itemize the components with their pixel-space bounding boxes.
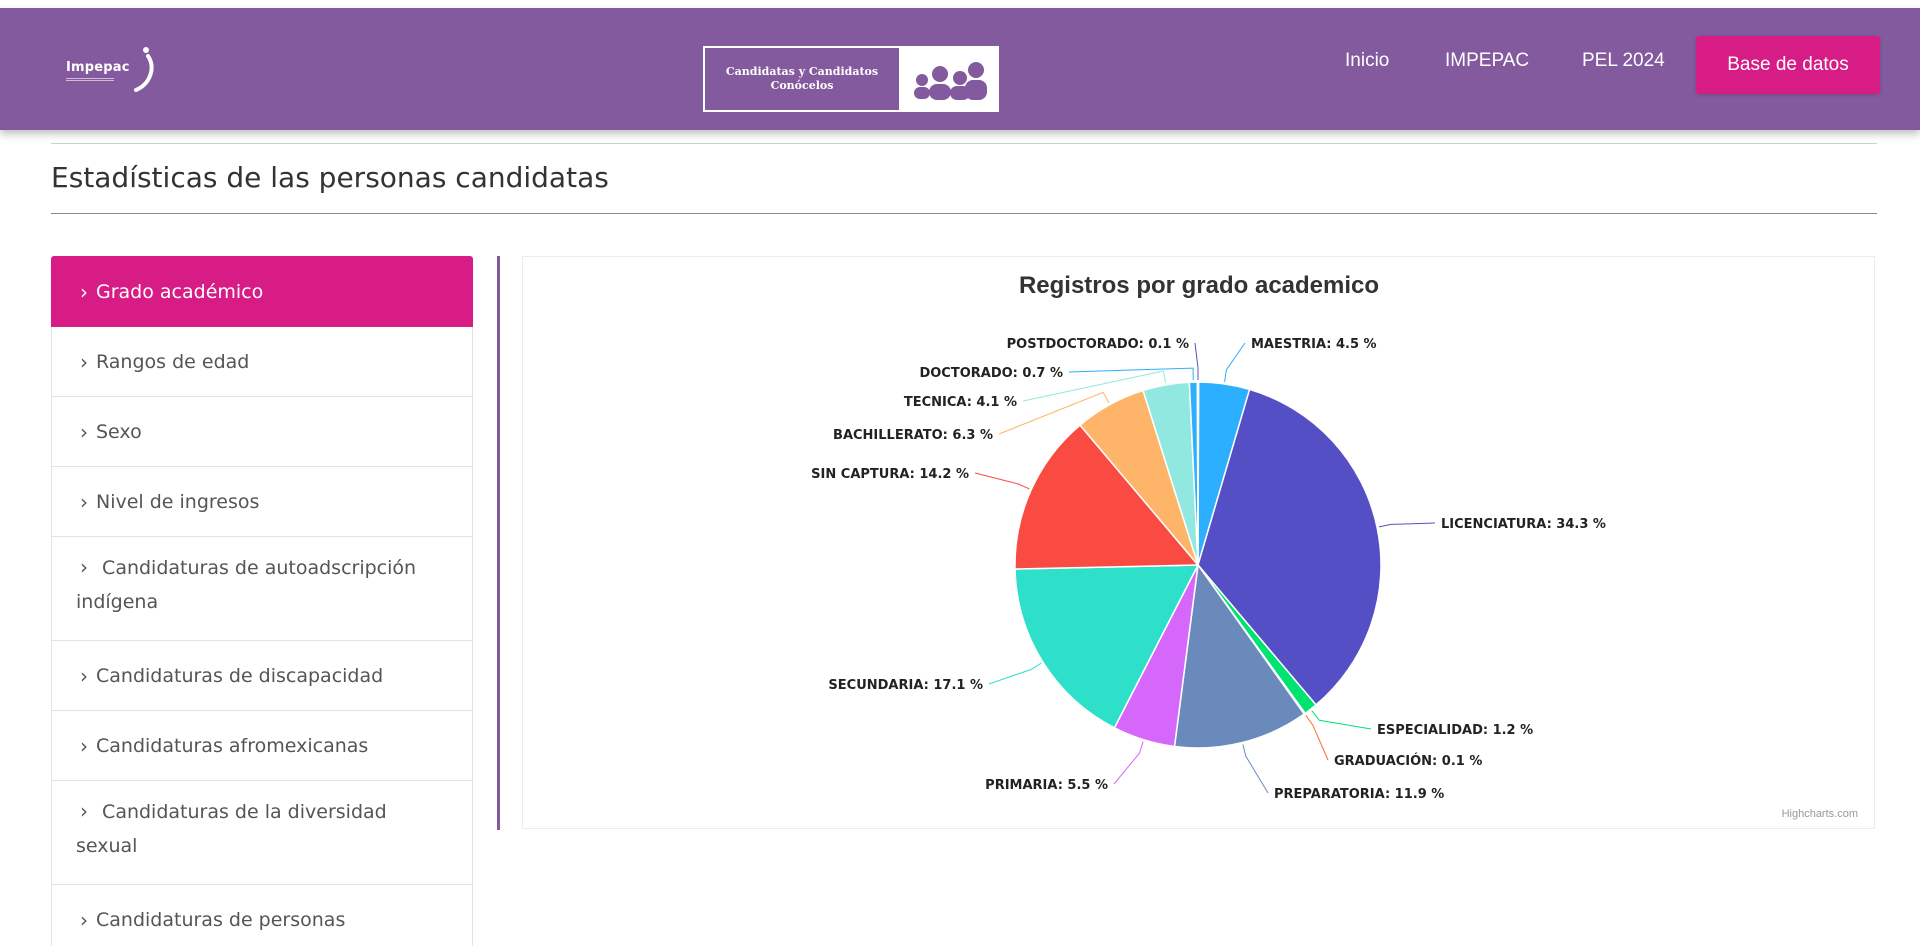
- navbar: Impepac Candidatas y Candidatos Conócelo…: [0, 8, 1920, 130]
- connector-line: [1068, 367, 1194, 381]
- sidebar-item-label-line2: sexual: [76, 835, 138, 857]
- sidebar-item-label-line2: indígena: [76, 591, 159, 613]
- sidebar-separator: [497, 256, 500, 830]
- sidebar-item-diversidad-sexual[interactable]: › Candidaturas de la diversidad sexual: [51, 781, 473, 885]
- data-label: GRADUACIÓN: 0.1 %: [1334, 753, 1482, 769]
- sidebar-item-nivel-de-ingresos[interactable]: › Nivel de ingresos: [51, 467, 473, 537]
- pie-slice-sin-captura[interactable]: [1014, 424, 1200, 570]
- connector-line: [1242, 744, 1269, 794]
- sidebar-item-autoadscripcion-indigena[interactable]: › Candidaturas de autoadscripción indíge…: [51, 537, 473, 641]
- chevron-right-icon: ›: [80, 907, 88, 932]
- impepac-logo[interactable]: Impepac: [64, 44, 154, 94]
- stats-sidebar: › Grado académico › Rangos de edad › Sex…: [51, 256, 473, 946]
- data-label: BACHILLERATO: 6.3 %: [833, 428, 993, 443]
- connector-line: [1113, 741, 1144, 785]
- sidebar-item-rangos-de-edad[interactable]: › Rangos de edad: [51, 327, 473, 397]
- data-label: ESPECIALIDAD: 1.2 %: [1377, 723, 1533, 738]
- top-divider: [51, 143, 1877, 144]
- connector-line: [1311, 710, 1372, 730]
- data-label: TECNICA: 4.1 %: [904, 395, 1017, 410]
- pie-chart: Registros por grado academico MAESTRIA: …: [811, 272, 1606, 802]
- top-strip: [0, 0, 1920, 8]
- data-label: DOCTORADO: 0.7 %: [919, 366, 1063, 381]
- pie-slice-secundaria[interactable]: [1014, 564, 1200, 729]
- chart-title: Registros por grado academico: [1019, 272, 1379, 299]
- connector-line: [1224, 342, 1246, 382]
- sidebar-item-label: Candidaturas de personas: [96, 908, 346, 931]
- title-divider: [51, 213, 1877, 214]
- connector-line: [998, 391, 1110, 435]
- people-icon: [899, 48, 997, 110]
- chart-panel: Registros por grado academico MAESTRIA: …: [522, 256, 1875, 829]
- chevron-right-icon: ›: [80, 419, 88, 444]
- data-label: MAESTRIA: 4.5 %: [1251, 337, 1377, 352]
- brand-text: Impepac: [66, 60, 130, 75]
- brand-underline: [66, 78, 114, 81]
- sidebar-item-label: Nivel de ingresos: [96, 490, 260, 513]
- connector-line: [974, 472, 1030, 490]
- sidebar-item-label: Sexo: [96, 420, 142, 443]
- logo-text: Candidatas y Candidatos Conócelos: [705, 48, 899, 110]
- data-label: LICENCIATURA: 34.3 %: [1441, 517, 1606, 532]
- chevron-right-icon: ›: [80, 279, 88, 304]
- connector-line: [1194, 342, 1199, 380]
- data-label: SIN CAPTURA: 14.2 %: [811, 467, 969, 482]
- chevron-right-icon: ›: [80, 555, 88, 579]
- chevron-right-icon: ›: [80, 663, 88, 688]
- brand-swoosh-icon: [134, 47, 154, 92]
- sidebar-item-discapacidad[interactable]: › Candidaturas de discapacidad: [51, 641, 473, 711]
- label-connectors: [974, 342, 1436, 794]
- sidebar-item-label: Candidaturas de discapacidad: [96, 664, 384, 687]
- pie-slice-licenciatura[interactable]: [1197, 388, 1382, 706]
- sidebar-item-afromexicanas[interactable]: › Candidaturas afromexicanas: [51, 711, 473, 781]
- candidatas-logo[interactable]: Candidatas y Candidatos Conócelos: [703, 46, 999, 112]
- connector-line: [1378, 522, 1436, 528]
- base-de-datos-button[interactable]: Base de datos: [1696, 36, 1880, 94]
- data-labels: MAESTRIA: 4.5 % LICENCIATURA: 34.3 % ESPEC…: [811, 337, 1606, 802]
- data-label: PRIMARIA: 5.5 %: [985, 778, 1108, 793]
- data-label: POSTDOCTORADO: 0.1 %: [1007, 337, 1189, 352]
- sidebar-item-sexo[interactable]: › Sexo: [51, 397, 473, 467]
- data-label: SECUNDARIA: 17.1 %: [828, 678, 983, 693]
- pie-slice-preparatoria[interactable]: [1173, 563, 1306, 749]
- data-label: PREPARATORIA: 11.9 %: [1274, 787, 1444, 802]
- connector-line: [1305, 715, 1329, 761]
- pie-slice-postdoctorado[interactable]: [1196, 381, 1200, 566]
- sidebar-item-label: Candidaturas de autoadscripción: [102, 557, 417, 579]
- sidebar-item-label: Rangos de edad: [96, 350, 250, 373]
- sidebar-item-grado-academico[interactable]: › Grado académico: [51, 256, 473, 327]
- chevron-right-icon: ›: [80, 733, 88, 758]
- page-title: Estadísticas de las personas candidatas: [51, 161, 609, 194]
- highcharts-credits[interactable]: Highcharts.com: [1781, 808, 1858, 820]
- pie-slices: [1014, 381, 1382, 749]
- nav-pel-2024[interactable]: PEL 2024: [1582, 50, 1665, 71]
- chevron-right-icon: ›: [80, 349, 88, 374]
- nav-impepac[interactable]: IMPEPAC: [1445, 50, 1530, 71]
- logo-line2: Conócelos: [770, 79, 834, 92]
- sidebar-item-label: Grado académico: [96, 280, 264, 303]
- nav-inicio[interactable]: Inicio: [1345, 50, 1390, 71]
- connector-line: [988, 662, 1042, 685]
- sidebar-item-label: Candidaturas afromexicanas: [96, 734, 369, 757]
- logo-line1: Candidatas y Candidatos: [725, 65, 879, 78]
- chevron-right-icon: ›: [80, 799, 88, 823]
- chevron-right-icon: ›: [80, 489, 88, 514]
- sidebar-item-label: Candidaturas de la diversidad: [102, 801, 387, 823]
- sidebar-item-personas[interactable]: › Candidaturas de personas: [51, 885, 473, 946]
- connector-line: [1022, 370, 1167, 402]
